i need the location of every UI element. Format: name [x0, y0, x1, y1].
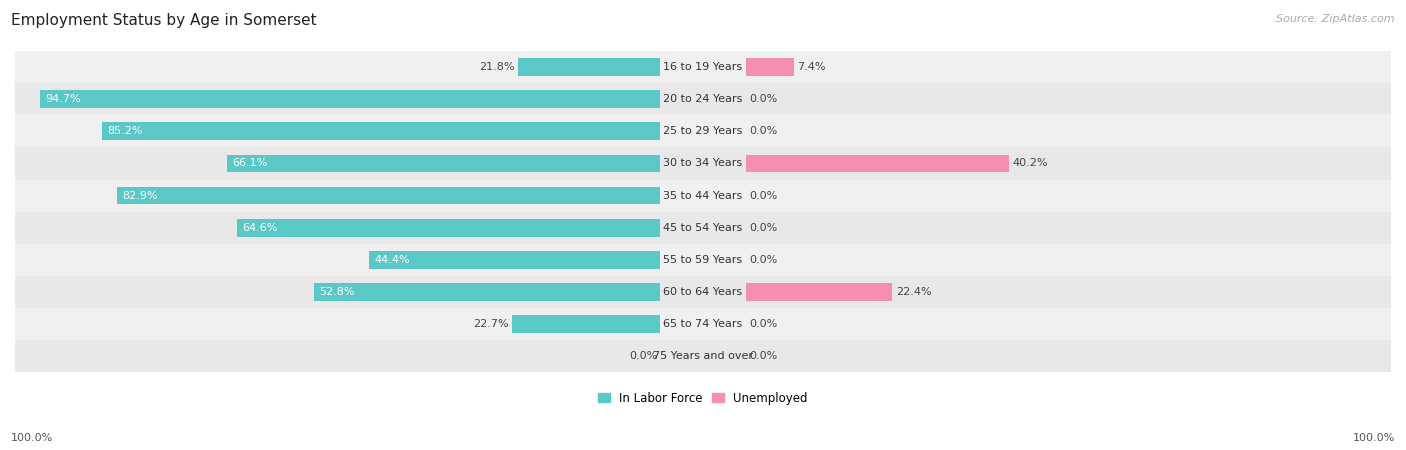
Text: 20 to 24 Years: 20 to 24 Years — [664, 94, 742, 104]
Text: 22.7%: 22.7% — [472, 319, 509, 329]
Bar — [15, 180, 1391, 212]
Text: 0.0%: 0.0% — [749, 351, 778, 361]
Bar — [745, 283, 893, 301]
Bar — [238, 219, 661, 237]
Text: 85.2%: 85.2% — [107, 126, 143, 136]
Text: 0.0%: 0.0% — [749, 191, 778, 201]
Bar — [15, 115, 1391, 148]
Bar — [39, 90, 661, 108]
Text: 0.0%: 0.0% — [749, 255, 778, 265]
Bar — [15, 212, 1391, 244]
Text: 82.9%: 82.9% — [122, 191, 157, 201]
Text: Employment Status by Age in Somerset: Employment Status by Age in Somerset — [11, 14, 316, 28]
Bar — [745, 155, 1010, 172]
Bar — [512, 315, 661, 333]
Text: 100.0%: 100.0% — [11, 433, 53, 443]
Text: 52.8%: 52.8% — [319, 287, 356, 297]
Text: 0.0%: 0.0% — [628, 351, 657, 361]
Bar — [15, 148, 1391, 180]
Text: 16 to 19 Years: 16 to 19 Years — [664, 62, 742, 72]
Text: 0.0%: 0.0% — [749, 319, 778, 329]
Bar — [370, 251, 661, 269]
Bar — [15, 51, 1391, 83]
Text: 35 to 44 Years: 35 to 44 Years — [664, 191, 742, 201]
Text: 40.2%: 40.2% — [1012, 158, 1047, 168]
Text: 7.4%: 7.4% — [797, 62, 825, 72]
Text: Source: ZipAtlas.com: Source: ZipAtlas.com — [1277, 14, 1395, 23]
Text: 64.6%: 64.6% — [242, 223, 278, 233]
Bar — [117, 187, 661, 204]
Text: 25 to 29 Years: 25 to 29 Years — [664, 126, 742, 136]
Bar — [103, 122, 661, 140]
Bar — [15, 83, 1391, 115]
Text: 94.7%: 94.7% — [45, 94, 80, 104]
Bar — [228, 155, 661, 172]
Text: 60 to 64 Years: 60 to 64 Years — [664, 287, 742, 297]
Bar — [15, 340, 1391, 372]
Bar — [517, 58, 661, 76]
Text: 22.4%: 22.4% — [896, 287, 931, 297]
Bar — [315, 283, 661, 301]
Text: 44.4%: 44.4% — [375, 255, 411, 265]
Text: 66.1%: 66.1% — [232, 158, 267, 168]
Text: 100.0%: 100.0% — [1353, 433, 1395, 443]
Text: 0.0%: 0.0% — [749, 223, 778, 233]
Text: 65 to 74 Years: 65 to 74 Years — [664, 319, 742, 329]
Text: 0.0%: 0.0% — [749, 94, 778, 104]
Text: 30 to 34 Years: 30 to 34 Years — [664, 158, 742, 168]
Text: 55 to 59 Years: 55 to 59 Years — [664, 255, 742, 265]
Bar — [15, 308, 1391, 340]
Bar — [15, 276, 1391, 308]
Text: 21.8%: 21.8% — [479, 62, 515, 72]
Text: 75 Years and over: 75 Years and over — [652, 351, 754, 361]
Bar — [745, 58, 794, 76]
Text: 45 to 54 Years: 45 to 54 Years — [664, 223, 742, 233]
Legend: In Labor Force, Unemployed: In Labor Force, Unemployed — [598, 392, 808, 405]
Text: 0.0%: 0.0% — [749, 126, 778, 136]
Bar — [15, 244, 1391, 276]
